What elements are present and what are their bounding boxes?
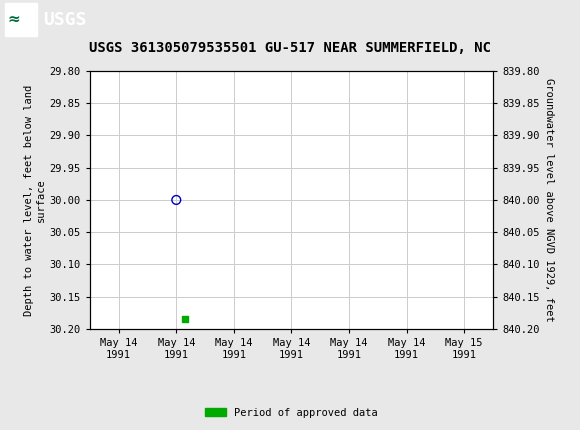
Text: USGS 361305079535501 GU-517 NEAR SUMMERFIELD, NC: USGS 361305079535501 GU-517 NEAR SUMMERF… <box>89 41 491 55</box>
FancyBboxPatch shape <box>5 3 37 37</box>
Point <box>172 197 181 203</box>
Y-axis label: Depth to water level, feet below land
surface: Depth to water level, feet below land su… <box>24 84 45 316</box>
Y-axis label: Groundwater level above NGVD 1929, feet: Groundwater level above NGVD 1929, feet <box>543 78 554 322</box>
Point <box>180 316 190 322</box>
Legend: Period of approved data: Period of approved data <box>201 403 382 422</box>
Text: ≈: ≈ <box>8 12 20 27</box>
Text: USGS: USGS <box>44 11 87 29</box>
